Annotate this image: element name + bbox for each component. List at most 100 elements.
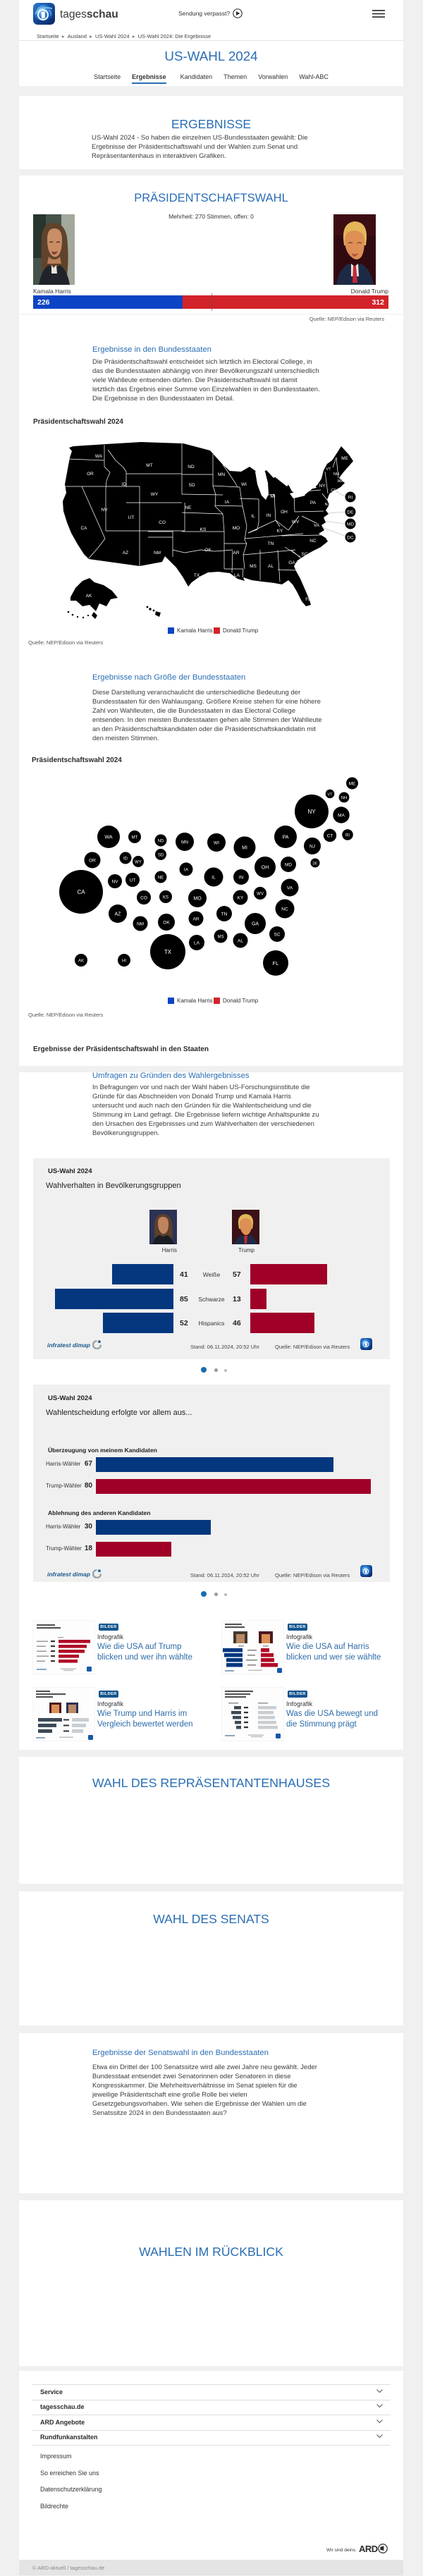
svg-text:ND: ND [158, 840, 164, 844]
svg-text:NY: NY [319, 484, 326, 489]
svg-text:WA: WA [95, 454, 103, 459]
svg-text:NH: NH [341, 797, 348, 801]
svg-text:TX: TX [164, 949, 172, 955]
svg-text:IN: IN [239, 876, 244, 881]
svg-text:VT: VT [326, 467, 331, 472]
svg-text:VT: VT [327, 793, 333, 797]
svg-text:WY: WY [151, 492, 159, 497]
svg-text:VA: VA [287, 886, 293, 891]
svg-text:NE: NE [185, 505, 192, 510]
svg-text:MI: MI [270, 494, 275, 499]
svg-text:AR: AR [233, 551, 239, 556]
svg-text:FL: FL [305, 597, 311, 602]
svg-text:NM: NM [154, 551, 161, 556]
svg-text:LA: LA [194, 941, 200, 946]
svg-text:OR: OR [87, 472, 94, 477]
svg-text:UT: UT [128, 515, 135, 520]
svg-text:MA: MA [338, 479, 344, 484]
svg-text:TX: TX [194, 573, 200, 578]
svg-text:OR: OR [89, 859, 96, 864]
svg-text:NJ: NJ [309, 845, 315, 850]
svg-text:IL: IL [212, 876, 216, 881]
svg-text:MN: MN [218, 472, 225, 477]
svg-text:FL: FL [273, 960, 279, 967]
svg-text:NV: NV [101, 508, 108, 513]
svg-text:NC: NC [309, 539, 317, 544]
svg-text:ID: ID [122, 482, 127, 487]
svg-text:ME: ME [349, 782, 356, 787]
svg-text:GA: GA [252, 922, 259, 927]
svg-text:NH: NH [333, 472, 339, 477]
svg-text:CA: CA [77, 889, 85, 895]
svg-text:KS: KS [163, 896, 168, 900]
svg-text:DE: DE [347, 510, 354, 515]
svg-text:WV: WV [292, 520, 300, 525]
svg-text:UT: UT [130, 878, 136, 883]
svg-text:NE: NE [158, 876, 164, 881]
svg-text:AL: AL [268, 564, 274, 569]
svg-text:IL: IL [251, 514, 255, 519]
svg-text:ND: ND [188, 465, 195, 470]
svg-text:AZ: AZ [123, 551, 128, 556]
svg-text:IN: IN [266, 513, 271, 518]
svg-text:NM: NM [137, 922, 144, 927]
svg-text:AZ: AZ [115, 912, 122, 917]
svg-text:PA: PA [310, 501, 317, 505]
svg-text:CT: CT [327, 834, 333, 839]
svg-text:SC: SC [274, 933, 280, 938]
svg-text:SD: SD [188, 483, 195, 488]
svg-text:TN: TN [268, 541, 274, 546]
svg-text:CO: CO [140, 896, 147, 901]
svg-text:DE: DE [313, 862, 319, 866]
svg-text:DC: DC [347, 536, 354, 541]
svg-text:AR: AR [192, 917, 199, 922]
svg-text:KS: KS [200, 527, 207, 532]
svg-text:LA: LA [234, 573, 240, 578]
svg-text:AK: AK [86, 594, 92, 599]
svg-text:WV: WV [257, 893, 264, 897]
svg-text:PA: PA [283, 835, 289, 840]
svg-text:WI: WI [241, 482, 247, 487]
svg-text:CO: CO [159, 520, 166, 525]
svg-text:MO: MO [193, 897, 202, 902]
svg-text:AL: AL [238, 939, 243, 944]
svg-text:ID: ID [123, 857, 128, 861]
svg-text:WI: WI [214, 841, 219, 846]
svg-text:GA: GA [288, 560, 295, 565]
svg-text:SD: SD [158, 854, 164, 858]
svg-text:NC: NC [281, 907, 288, 912]
svg-text:MS: MS [218, 936, 224, 940]
svg-text:MA: MA [338, 814, 345, 818]
svg-text:NV: NV [111, 880, 118, 885]
svg-text:MT: MT [146, 463, 152, 468]
svg-text:MD: MD [285, 863, 292, 868]
svg-text:NY: NY [307, 809, 316, 815]
svg-text:RI: RI [348, 496, 353, 501]
svg-text:SC: SC [301, 552, 307, 557]
svg-text:IA: IA [184, 868, 189, 873]
svg-text:HI: HI [122, 959, 126, 964]
svg-text:MO: MO [233, 526, 240, 531]
svg-text:OK: OK [204, 548, 212, 553]
svg-text:OK: OK [163, 921, 170, 926]
svg-text:MT: MT [132, 836, 138, 840]
svg-text:MD: MD [347, 522, 354, 527]
svg-text:MI: MI [242, 846, 247, 851]
svg-text:CA: CA [80, 526, 87, 531]
svg-text:KY: KY [238, 896, 244, 901]
svg-text:MN: MN [181, 840, 188, 845]
svg-text:NJ: NJ [325, 503, 330, 507]
svg-text:MS: MS [250, 564, 257, 569]
svg-text:ME: ME [341, 456, 348, 461]
svg-text:IA: IA [225, 500, 230, 505]
svg-text:AK: AK [78, 959, 84, 964]
svg-text:VA: VA [314, 523, 320, 528]
svg-text:TN: TN [221, 912, 228, 917]
svg-text:RI: RI [345, 834, 350, 838]
svg-text:OH: OH [281, 510, 288, 515]
svg-text:WY: WY [135, 861, 142, 865]
svg-text:OH: OH [262, 866, 269, 871]
svg-text:WA: WA [104, 835, 112, 840]
svg-text:CT: CT [331, 489, 336, 493]
svg-text:KY: KY [277, 529, 283, 534]
